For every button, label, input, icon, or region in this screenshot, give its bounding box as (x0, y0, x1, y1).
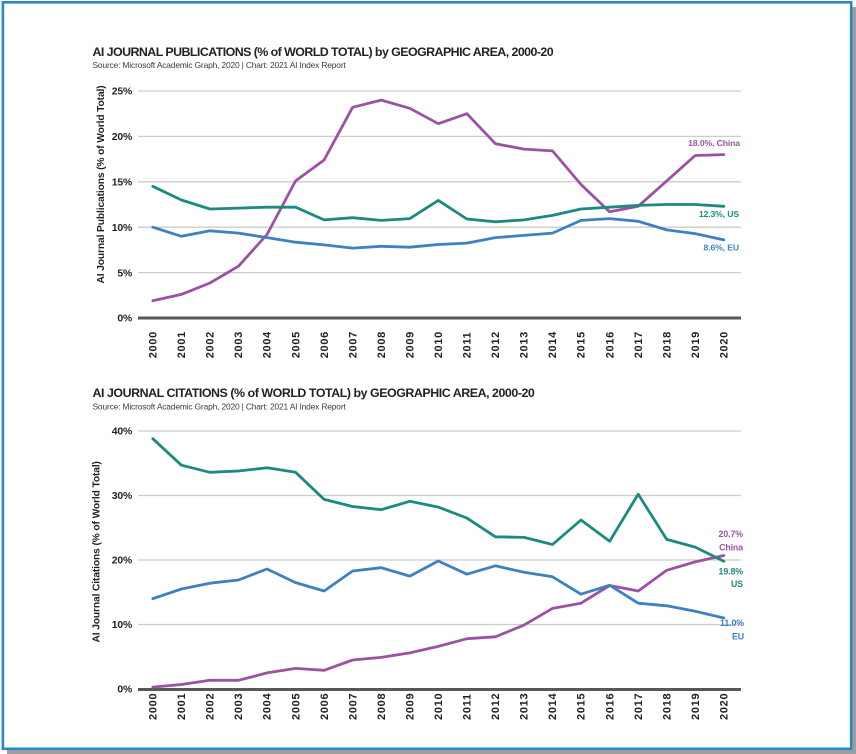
svg-text:10%: 10% (112, 620, 132, 631)
svg-text:2017: 2017 (633, 693, 645, 720)
svg-text:11.0%: 11.0% (720, 618, 744, 628)
svg-text:2008: 2008 (376, 331, 388, 358)
svg-text:AI JOURNAL PUBLICATIONS (% of: AI JOURNAL PUBLICATIONS (% of WORLD TOTA… (93, 45, 554, 59)
svg-text:2017: 2017 (633, 331, 645, 358)
svg-text:20%: 20% (112, 556, 132, 567)
svg-text:2003: 2003 (233, 331, 245, 358)
svg-text:40%: 40% (112, 427, 132, 438)
svg-text:2018: 2018 (661, 693, 673, 720)
svg-text:Source: Microsoft Academic Gra: Source: Microsoft Academic Graph, 2020 |… (93, 401, 347, 411)
svg-text:2004: 2004 (262, 331, 274, 358)
svg-text:2001: 2001 (176, 693, 188, 720)
svg-text:2008: 2008 (376, 693, 388, 720)
svg-text:2015: 2015 (576, 331, 588, 358)
svg-text:EU: EU (732, 632, 744, 642)
svg-text:20%: 20% (112, 132, 132, 143)
svg-text:2016: 2016 (604, 331, 616, 358)
svg-text:20.7%: 20.7% (719, 529, 744, 539)
svg-text:19.8%: 19.8% (719, 567, 744, 577)
svg-text:25%: 25% (112, 87, 132, 98)
svg-text:2009: 2009 (405, 693, 417, 720)
svg-text:2002: 2002 (205, 693, 217, 720)
svg-text:2014: 2014 (547, 693, 559, 720)
svg-text:15%: 15% (112, 178, 132, 189)
svg-text:2019: 2019 (690, 693, 702, 720)
svg-text:2006: 2006 (319, 331, 331, 358)
svg-text:10%: 10% (112, 223, 132, 234)
svg-text:AI Journal Publications (% of: AI Journal Publications (% of World Tota… (96, 85, 107, 283)
svg-text:2016: 2016 (604, 693, 616, 720)
svg-text:2007: 2007 (347, 693, 359, 720)
svg-text:2005: 2005 (290, 693, 302, 720)
svg-text:2020: 2020 (719, 331, 731, 358)
svg-text:2009: 2009 (405, 331, 417, 358)
svg-text:2012: 2012 (490, 693, 502, 720)
svg-text:0%: 0% (117, 685, 132, 696)
svg-text:2000: 2000 (148, 331, 160, 358)
svg-text:2020: 2020 (719, 693, 731, 720)
svg-text:2010: 2010 (433, 331, 445, 358)
svg-text:2000: 2000 (148, 693, 160, 720)
svg-text:30%: 30% (112, 491, 132, 502)
svg-text:2003: 2003 (233, 693, 245, 720)
svg-text:2013: 2013 (519, 693, 531, 720)
svg-text:2001: 2001 (176, 331, 188, 358)
svg-text:2019: 2019 (690, 331, 702, 358)
svg-text:5%: 5% (117, 268, 132, 279)
svg-text:2004: 2004 (262, 693, 274, 720)
svg-text:AI Journal Citations (% of Wor: AI Journal Citations (% of World Total) (92, 461, 103, 642)
svg-text:2010: 2010 (433, 693, 445, 720)
svg-text:2013: 2013 (519, 331, 531, 358)
svg-text:2011: 2011 (462, 332, 474, 359)
svg-text:2018: 2018 (661, 331, 673, 358)
svg-text:2007: 2007 (347, 331, 359, 358)
svg-text:0%: 0% (117, 314, 132, 325)
svg-text:2015: 2015 (576, 693, 588, 720)
svg-text:12.3%, US: 12.3%, US (699, 209, 740, 219)
svg-text:2012: 2012 (490, 331, 502, 358)
svg-text:China: China (719, 542, 743, 552)
svg-text:8.6%, EU: 8.6%, EU (703, 243, 739, 253)
svg-text:2006: 2006 (319, 693, 331, 720)
svg-text:AI JOURNAL CITATIONS (% of WOR: AI JOURNAL CITATIONS (% of WORLD TOTAL) … (93, 386, 535, 400)
svg-text:2005: 2005 (290, 331, 302, 358)
svg-text:Source: Microsoft Academic Gra: Source: Microsoft Academic Graph, 2020 |… (93, 60, 347, 70)
svg-text:2002: 2002 (205, 331, 217, 358)
svg-text:2014: 2014 (547, 331, 559, 358)
svg-text:2011: 2011 (462, 693, 474, 720)
svg-text:18.0%, China: 18.0%, China (688, 138, 740, 148)
svg-text:US: US (731, 579, 743, 589)
